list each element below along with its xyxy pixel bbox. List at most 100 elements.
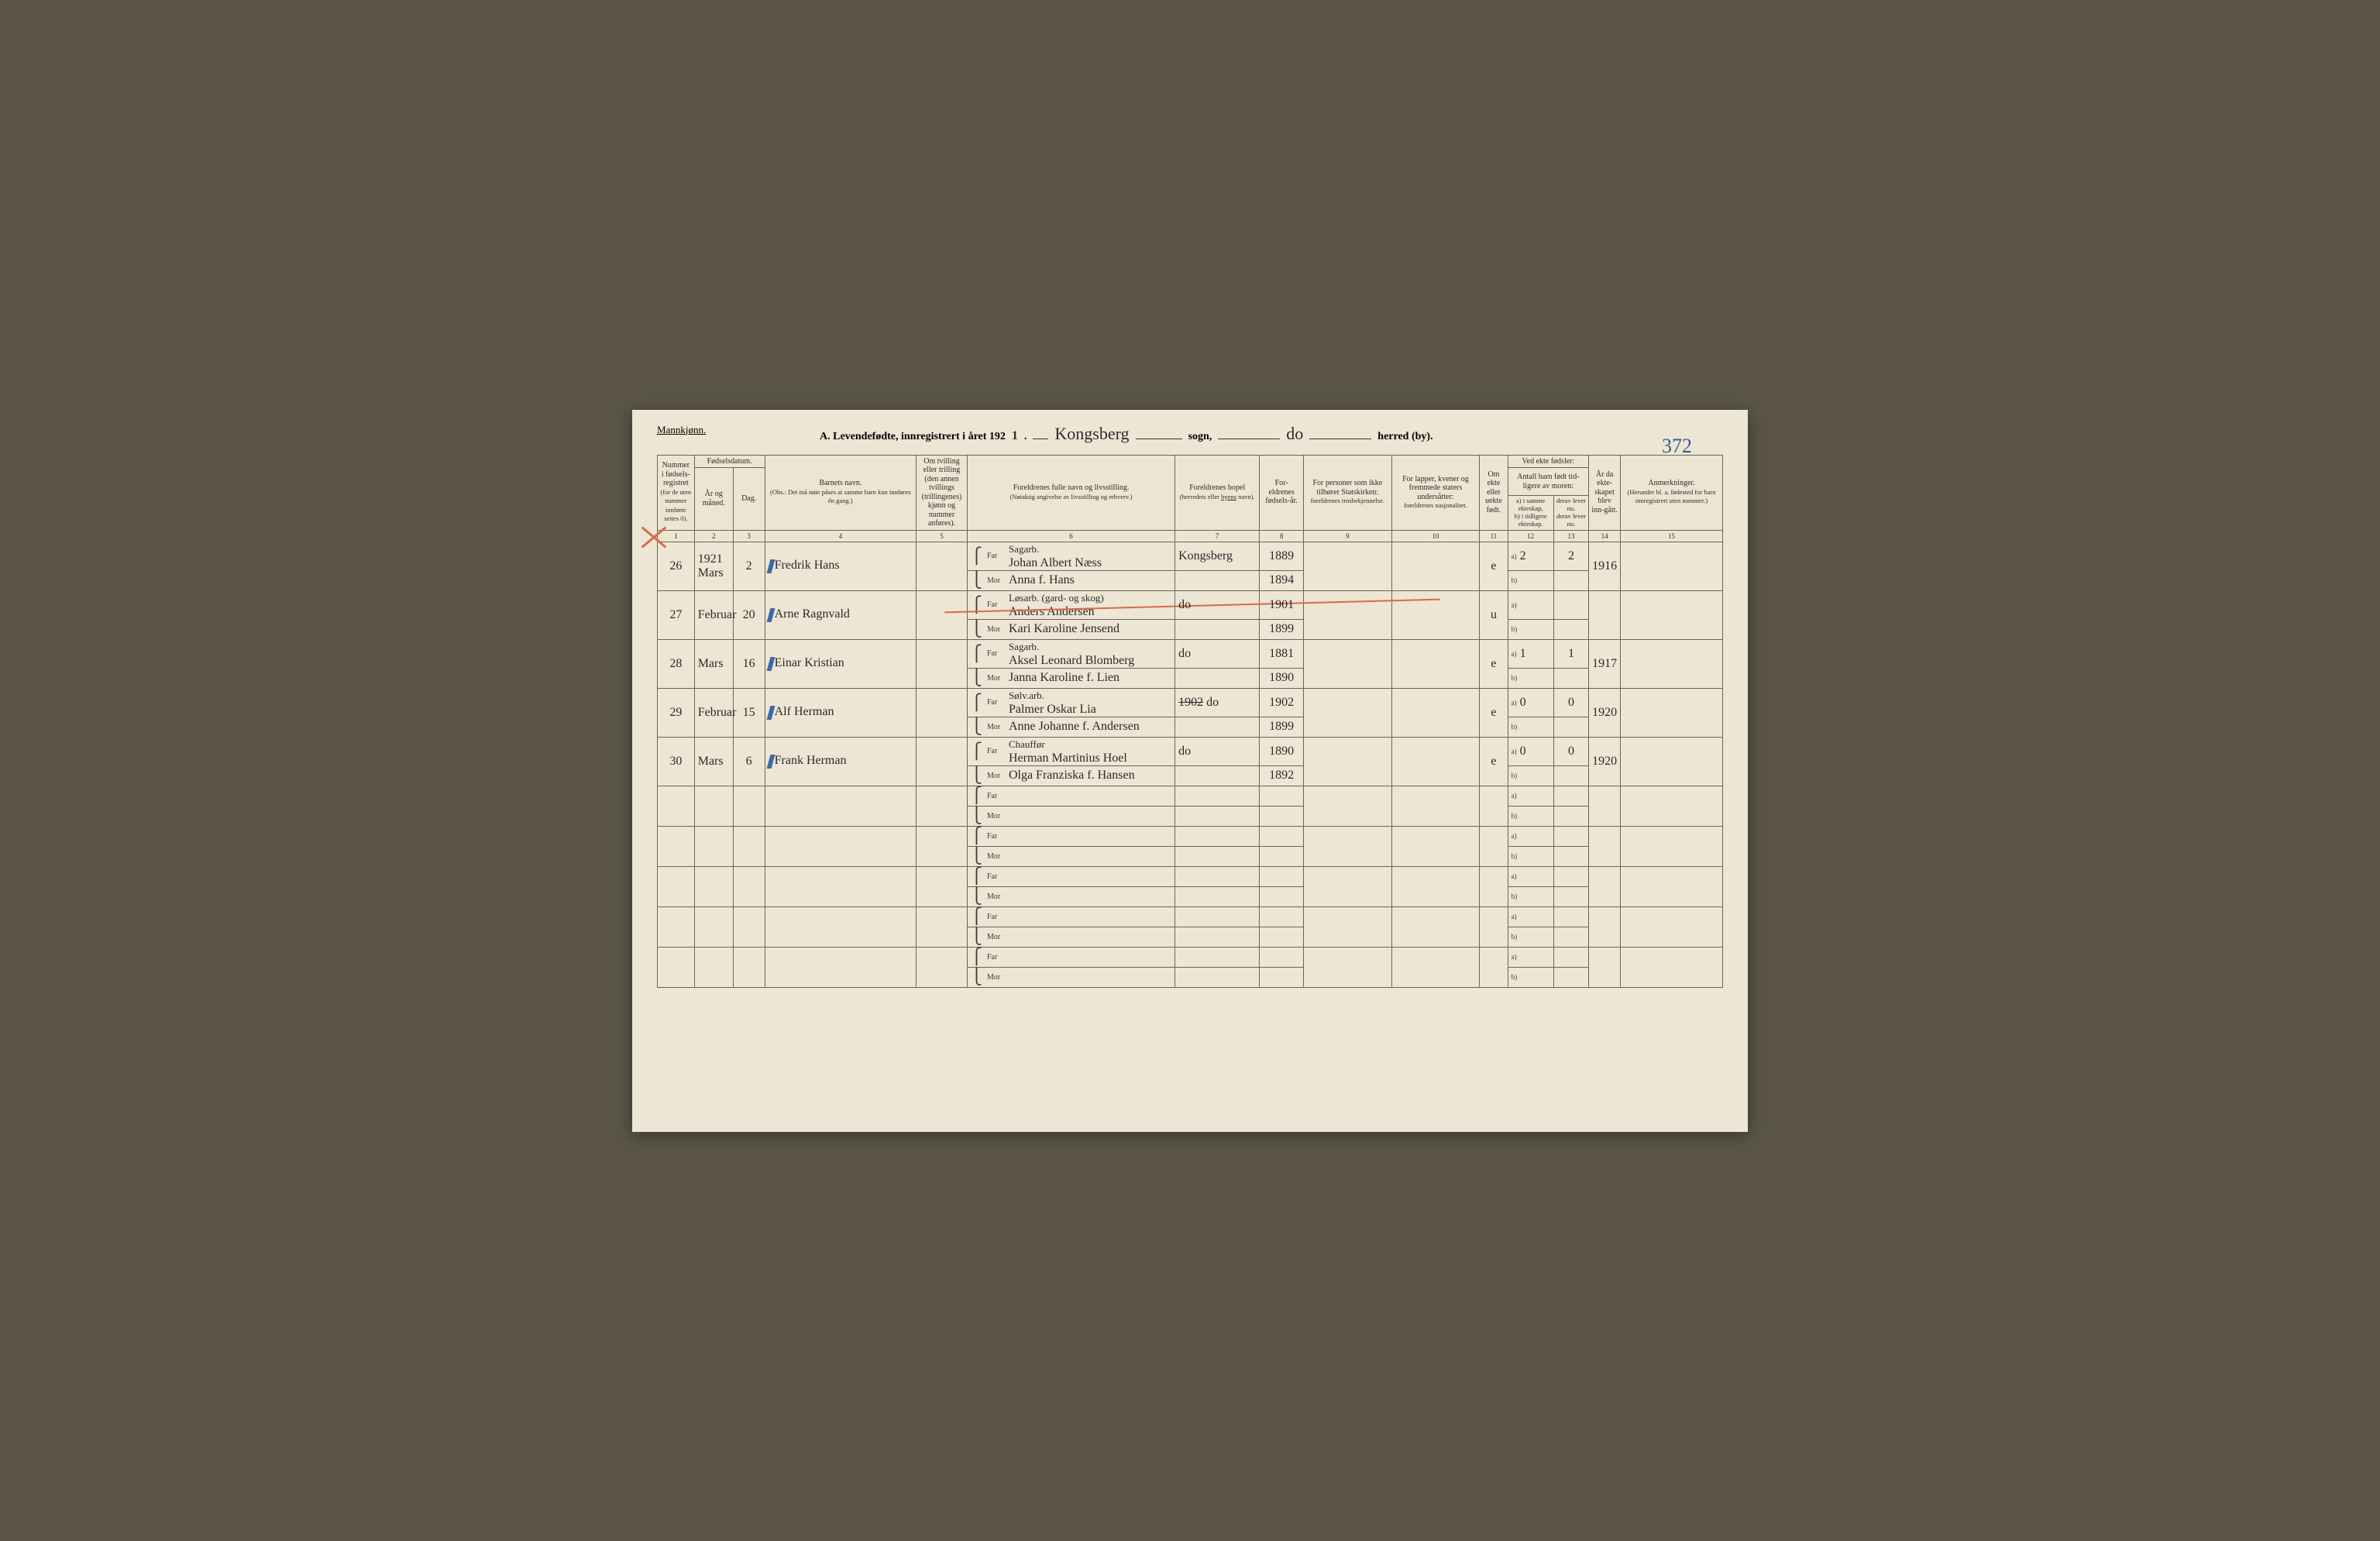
mother-cell: ⎩ Mor Anne Johanne f. Andersen — [967, 717, 1175, 737]
father-birth-year: 1890 — [1260, 737, 1304, 765]
marriage-year — [1589, 590, 1621, 639]
year-digit: 1 — [1012, 429, 1018, 443]
father-birth-year: 1889 — [1260, 542, 1304, 570]
residence-mother — [1175, 765, 1260, 786]
mother-cell: ⎩ Mor Kari Karoline Jensend — [967, 619, 1175, 639]
col-3-header: Dag. — [733, 468, 765, 531]
sogn-handwritten: Kongsberg — [1054, 424, 1129, 444]
empty-row-father: ⎧Far a) — [658, 866, 1723, 886]
herred-handwritten: do — [1286, 424, 1303, 444]
father-cell: ⎧ Far Sagarb.Aksel Leonard Blomberg — [967, 639, 1175, 668]
col13-b — [1553, 619, 1588, 639]
col-2-3-group-header: Fødselsdatum. — [694, 455, 765, 468]
col13-b — [1553, 668, 1588, 688]
religion-cell — [1304, 737, 1392, 786]
col13-a: 1 — [1553, 639, 1588, 668]
col-11-header: Om ekte eller uekte født. — [1480, 455, 1508, 530]
record-row-father: 28 Mars 16 Einar Kristian ⎧ Far Sagarb.A… — [658, 639, 1723, 668]
col-12-13-sub-header: Antall barn født tid-ligere av moren: — [1508, 468, 1589, 496]
col12-a: a)0 — [1508, 688, 1553, 717]
father-cell: ⎧ Far Sølv.arb.Palmer Oskar Lia — [967, 688, 1175, 717]
page-header: Mannkjønn. A. Levendefødte, innregistrer… — [657, 424, 1723, 449]
record-row-father: 30 Mars 6 Frank Herman ⎧ Far ChaufførHer… — [658, 737, 1723, 765]
col-7-header: Foreldrenes bopel (herredets eller byens… — [1175, 455, 1260, 530]
col12-b: b) — [1508, 570, 1553, 590]
marriage-year: 1920 — [1589, 688, 1621, 737]
twin-cell — [917, 590, 968, 639]
record-day: 15 — [733, 688, 765, 737]
col-14-header: År da ekte-skapet blev inn-gått. — [1589, 455, 1621, 530]
marriage-year: 1920 — [1589, 737, 1621, 786]
col12-a: a) — [1508, 590, 1553, 619]
col12-a: a)2 — [1508, 542, 1553, 570]
father-cell: ⎧ Far ChaufførHerman Martinius Hoel — [967, 737, 1175, 765]
ledger-table: Nummer i fødsels-registret (for de uten … — [657, 455, 1723, 988]
father-birth-year: 1902 — [1260, 688, 1304, 717]
col13-a — [1553, 590, 1588, 619]
mother-birth-year: 1899 — [1260, 717, 1304, 737]
mother-cell: ⎩ Mor Olga Franziska f. Hansen — [967, 765, 1175, 786]
child-name: Frank Herman — [765, 737, 916, 786]
col12-b: b) — [1508, 717, 1553, 737]
col12-b: b) — [1508, 668, 1553, 688]
residence-father: do — [1175, 590, 1260, 619]
religion-cell — [1304, 688, 1392, 737]
col-2-header: År og måned. — [694, 468, 733, 531]
residence-father: 1902 do — [1175, 688, 1260, 717]
col12-b: b) — [1508, 619, 1553, 639]
legitimacy: e — [1480, 737, 1508, 786]
mother-birth-year: 1890 — [1260, 668, 1304, 688]
record-month: Februar — [694, 688, 733, 737]
marriage-year: 1917 — [1589, 639, 1621, 688]
record-day: 20 — [733, 590, 765, 639]
ledger-page: Mannkjønn. A. Levendefødte, innregistrer… — [632, 410, 1748, 1132]
record-number: 29 — [658, 688, 695, 737]
remarks — [1621, 688, 1723, 737]
blue-tick-mark — [766, 608, 775, 622]
col13-a: 0 — [1553, 688, 1588, 717]
mother-cell: ⎩ Mor Anna f. Hans — [967, 570, 1175, 590]
record-number: 28 — [658, 639, 695, 688]
col-12-13-top-header: Ved ekte fødsler: — [1508, 455, 1589, 468]
religion-cell — [1304, 542, 1392, 590]
child-name: Fredrik Hans — [765, 542, 916, 590]
blue-tick-mark — [766, 657, 775, 671]
residence-mother — [1175, 619, 1260, 639]
remarks — [1621, 542, 1723, 590]
gender-label: Mannkjønn. — [657, 424, 706, 436]
col-9-header: For personer som ikke tilhører Statskirk… — [1304, 455, 1392, 530]
empty-row-father: ⎧Far a) — [658, 826, 1723, 846]
record-row-father: 26 1921Mars 2 Fredrik Hans ⎧ Far Sagarb.… — [658, 542, 1723, 570]
remarks — [1621, 590, 1723, 639]
col-5-header: Om tvilling eller trilling (den annen tv… — [917, 455, 968, 530]
father-birth-year: 1901 — [1260, 590, 1304, 619]
child-name: Arne Ragnvald — [765, 590, 916, 639]
col13-b — [1553, 765, 1588, 786]
record-day: 16 — [733, 639, 765, 688]
nationality-cell — [1391, 542, 1480, 590]
record-number: 26 — [658, 542, 695, 590]
record-month: Februar — [694, 590, 733, 639]
nationality-cell — [1391, 688, 1480, 737]
marriage-year: 1916 — [1589, 542, 1621, 590]
father-cell: ⎧ Far Løsarb. (gard- og skog)Anders Ande… — [967, 590, 1175, 619]
empty-row-father: ⎧Far a) — [658, 906, 1723, 927]
legitimacy: e — [1480, 639, 1508, 688]
nationality-cell — [1391, 737, 1480, 786]
blue-tick-mark — [766, 755, 775, 769]
records-body: 26 1921Mars 2 Fredrik Hans ⎧ Far Sagarb.… — [658, 542, 1723, 987]
title-prefix: A. Levendefødte, innregistrert i året 19… — [820, 431, 1006, 443]
religion-cell — [1304, 639, 1392, 688]
table-header: Nummer i fødsels-registret (for de uten … — [658, 455, 1723, 542]
col-12-header: a) i samme ekteskap,b) i tidligere ektes… — [1508, 496, 1553, 530]
empty-row-father: ⎧Far a) — [658, 947, 1723, 967]
col13-b — [1553, 717, 1588, 737]
residence-mother — [1175, 668, 1260, 688]
record-number: 27 — [658, 590, 695, 639]
col13-a: 2 — [1553, 542, 1588, 570]
col12-a: a)1 — [1508, 639, 1553, 668]
col12-b: b) — [1508, 765, 1553, 786]
child-name: Einar Kristian — [765, 639, 916, 688]
twin-cell — [917, 737, 968, 786]
title-line: A. Levendefødte, innregistrert i året 19… — [820, 424, 1677, 444]
